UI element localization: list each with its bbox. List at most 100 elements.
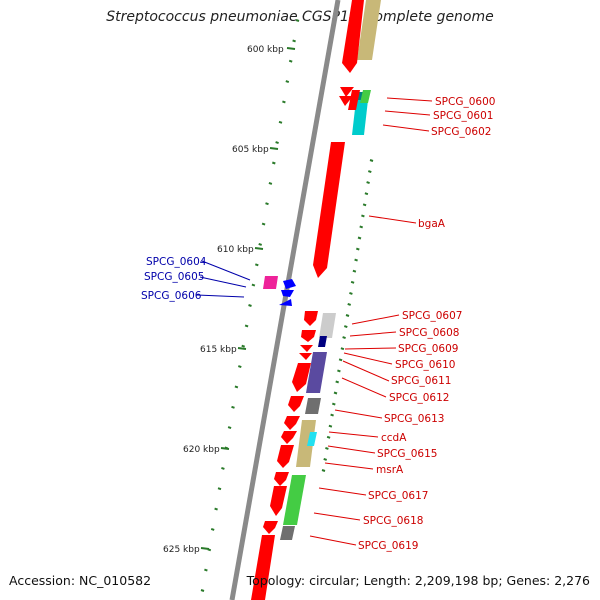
scale-dot xyxy=(227,426,232,430)
gene-arrow-forward[interactable] xyxy=(301,330,316,342)
leader-line xyxy=(368,215,417,224)
scale-dot xyxy=(210,527,215,531)
gene-label[interactable]: SPCG_0610 xyxy=(395,359,455,371)
gene-label[interactable]: SPCG_0604 xyxy=(146,256,207,268)
annotation-block-magenta[interactable] xyxy=(263,276,278,289)
annotation-block-darkgrey[interactable] xyxy=(305,398,321,414)
gene-arrow-forward[interactable] xyxy=(342,0,364,73)
annotation-block-tan[interactable] xyxy=(357,0,381,60)
gene-label[interactable]: SPCG_0619 xyxy=(358,540,418,552)
gene-arrow-forward[interactable] xyxy=(313,142,345,278)
kbp-tick xyxy=(200,547,210,550)
leader-lines-right xyxy=(309,97,433,546)
scale-dot xyxy=(350,280,355,284)
scale-dot xyxy=(234,385,239,389)
gene-arrow-forward[interactable] xyxy=(277,445,294,468)
leader-line xyxy=(201,260,251,281)
gene-label[interactable]: SPCG_0607 xyxy=(402,310,462,322)
leader-line xyxy=(341,377,387,398)
gene-arrow-reverse[interactable] xyxy=(283,279,296,289)
gene-label[interactable]: SPCG_0613 xyxy=(384,413,444,425)
gene-arrow-forward[interactable] xyxy=(299,353,312,360)
gene-arrow-reverse[interactable] xyxy=(279,299,292,306)
scale-dot xyxy=(200,589,205,592)
scale-dot xyxy=(231,405,235,409)
annotation-block-purple[interactable] xyxy=(306,352,327,393)
annotation-block-green[interactable] xyxy=(283,475,306,525)
gene-arrow-forward[interactable] xyxy=(292,363,311,392)
topology-text: Topology: circular; Length: 2,209,198 bp… xyxy=(246,573,590,588)
gene-label[interactable]: SPCG_0601 xyxy=(433,110,493,122)
gene-label[interactable]: ccdA xyxy=(381,432,407,444)
kbp-tick xyxy=(286,47,296,50)
gene-arrow-forward[interactable] xyxy=(339,96,353,106)
gene-label[interactable]: msrA xyxy=(376,464,404,476)
annotation-block-tan[interactable] xyxy=(296,420,316,467)
kbp-tick xyxy=(269,147,279,150)
gene-label[interactable]: SPCG_0612 xyxy=(389,392,449,404)
annotation-block-lightgrey[interactable] xyxy=(319,313,336,338)
scale-dot xyxy=(331,402,336,406)
gene-arrow-forward[interactable] xyxy=(340,87,354,97)
gene-arrow-forward[interactable] xyxy=(288,396,304,412)
gene-arrow-forward[interactable] xyxy=(263,521,278,534)
gene-labels-right: SPCG_0600 SPCG_0601 SPCG_0602 bgaA SPCG_… xyxy=(358,96,495,552)
kbp-label: 625 kbp xyxy=(163,545,200,555)
scale-dot xyxy=(338,358,343,362)
gene-arrow-forward[interactable] xyxy=(281,431,297,444)
scale-dot xyxy=(343,325,348,329)
scale-dot xyxy=(254,263,259,267)
gene-label[interactable]: SPCG_0609 xyxy=(398,343,458,355)
gene-arrow-forward[interactable] xyxy=(304,311,318,326)
scale-dot xyxy=(369,159,374,162)
gene-arrow-forward[interactable] xyxy=(270,486,287,516)
scale-dot xyxy=(364,192,369,196)
annotation-blocks xyxy=(280,0,381,540)
scale-dot xyxy=(271,161,276,165)
leader-line xyxy=(386,97,433,102)
scale-dot xyxy=(282,100,286,104)
kbp-label: 605 kbp xyxy=(232,145,269,155)
gene-label[interactable]: SPCG_0618 xyxy=(363,515,423,527)
gene-label[interactable]: bgaA xyxy=(418,218,446,230)
gene-label[interactable]: SPCG_0617 xyxy=(368,490,428,502)
kbp-tick xyxy=(254,247,264,250)
gene-label[interactable]: SPCG_0606 xyxy=(141,290,202,302)
scale-dot xyxy=(347,302,352,306)
scale-dot xyxy=(366,181,370,185)
gene-label[interactable]: SPCG_0605 xyxy=(144,271,204,283)
gene-arrow-forward[interactable] xyxy=(251,535,275,600)
scale-dot xyxy=(221,466,225,470)
leader-line xyxy=(343,352,393,365)
annotation-block-darkgrey[interactable] xyxy=(280,526,295,540)
annotation-block-cyan[interactable] xyxy=(307,432,317,446)
kbp-tick xyxy=(220,447,230,450)
kbp-label: 610 kbp xyxy=(217,245,254,255)
scale-dot xyxy=(275,141,279,145)
scale-dot xyxy=(340,347,345,351)
scale-dot xyxy=(330,413,334,417)
gene-label[interactable]: SPCG_0600 xyxy=(435,96,495,108)
gene-label[interactable]: SPCG_0602 xyxy=(431,126,491,138)
gene-label[interactable]: SPCG_0611 xyxy=(391,375,451,387)
scale-dot xyxy=(258,242,263,246)
gene-label[interactable]: SPCG_0608 xyxy=(399,327,459,339)
gene-label[interactable]: SPCG_0615 xyxy=(377,448,437,460)
leader-line xyxy=(196,294,245,298)
leader-line xyxy=(334,409,383,419)
scale-dot xyxy=(292,39,296,43)
gene-arrow-forward[interactable] xyxy=(348,90,360,110)
scale-dot xyxy=(357,236,362,240)
scale-dot xyxy=(362,203,367,207)
scale-dot xyxy=(265,202,269,206)
annotation-block-navy[interactable] xyxy=(318,336,327,347)
scale-dot xyxy=(244,324,249,328)
scale-dot xyxy=(204,568,208,572)
gene-arrow-reverse[interactable] xyxy=(281,290,294,297)
annotation-block-green[interactable] xyxy=(360,90,371,103)
gene-arrow-forward[interactable] xyxy=(284,416,300,430)
gene-arrow-forward[interactable] xyxy=(274,472,289,486)
gene-arrow-forward[interactable] xyxy=(300,345,313,352)
